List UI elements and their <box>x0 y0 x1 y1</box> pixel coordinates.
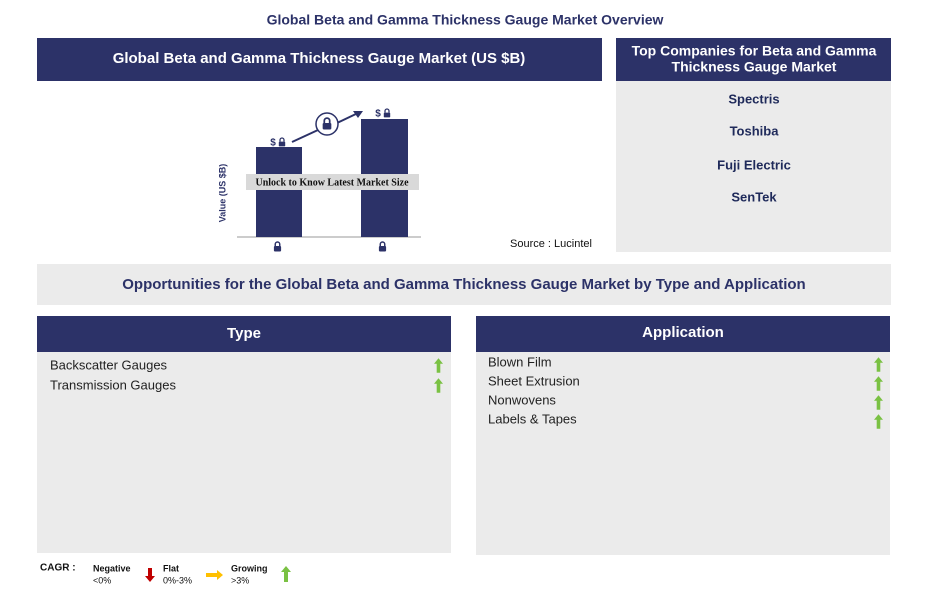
y-axis-label: Value (US $B) <box>217 164 227 223</box>
application-panel <box>476 352 890 555</box>
application-header <box>476 316 890 352</box>
legend-range: <0% <box>93 575 111 585</box>
legend-label: CAGR : <box>40 563 76 574</box>
legend-name: Growing <box>231 563 268 573</box>
opportunities-bar <box>37 264 891 305</box>
companies-header <box>616 38 891 81</box>
trend-arrow <box>291 129 319 143</box>
down-arrow <box>145 568 155 582</box>
flat-arrow <box>206 570 223 580</box>
chart-title: Global Beta and Gamma Thickness Gauge Ma… <box>113 50 526 67</box>
type-title: Type <box>227 325 261 342</box>
lock-icon <box>278 137 286 147</box>
company: Toshiba <box>730 123 780 138</box>
company: Fuji Electric <box>717 157 791 172</box>
lock-icon <box>273 241 282 252</box>
legend-range: 0%-3% <box>163 575 192 585</box>
page-title: Global Beta and Gamma Thickness Gauge Ma… <box>267 12 664 28</box>
trend-arrow <box>336 112 359 124</box>
bar-label: $ <box>270 138 276 149</box>
company: SenTek <box>731 189 777 204</box>
bar-label: $ <box>375 109 381 120</box>
type-header <box>37 316 451 352</box>
companies-title: Top Companies for Beta and Gamma <box>632 43 877 59</box>
trend-arrow-head <box>353 111 363 118</box>
lock-icon <box>383 108 391 118</box>
opportunities-title: Opportunities for the Global Beta and Ga… <box>122 276 805 293</box>
chart-header <box>37 38 602 81</box>
banner-text: Unlock to Know Latest Market Size <box>255 177 409 188</box>
legend-range: >3% <box>231 575 249 585</box>
company: Spectris <box>728 91 779 106</box>
type-panel <box>37 352 451 553</box>
application-item: Labels & Tapes <box>488 411 577 426</box>
type-item: Backscatter Gauges <box>50 357 168 372</box>
bar <box>256 147 302 237</box>
application-item: Nonwovens <box>488 392 556 407</box>
application-item: Sheet Extrusion <box>488 373 580 388</box>
banner <box>246 174 419 190</box>
legend-name: Negative <box>93 563 131 573</box>
companies-panel <box>616 81 891 252</box>
application-item: Blown Film <box>488 354 552 369</box>
application-title: Application <box>642 324 724 341</box>
legend-name: Flat <box>163 563 179 573</box>
source: Source : Lucintel <box>510 238 592 250</box>
up-arrow <box>281 566 291 582</box>
lock-icon <box>378 241 387 252</box>
type-item: Transmission Gauges <box>50 377 176 392</box>
companies-title: Thickness Gauge Market <box>672 59 837 75</box>
